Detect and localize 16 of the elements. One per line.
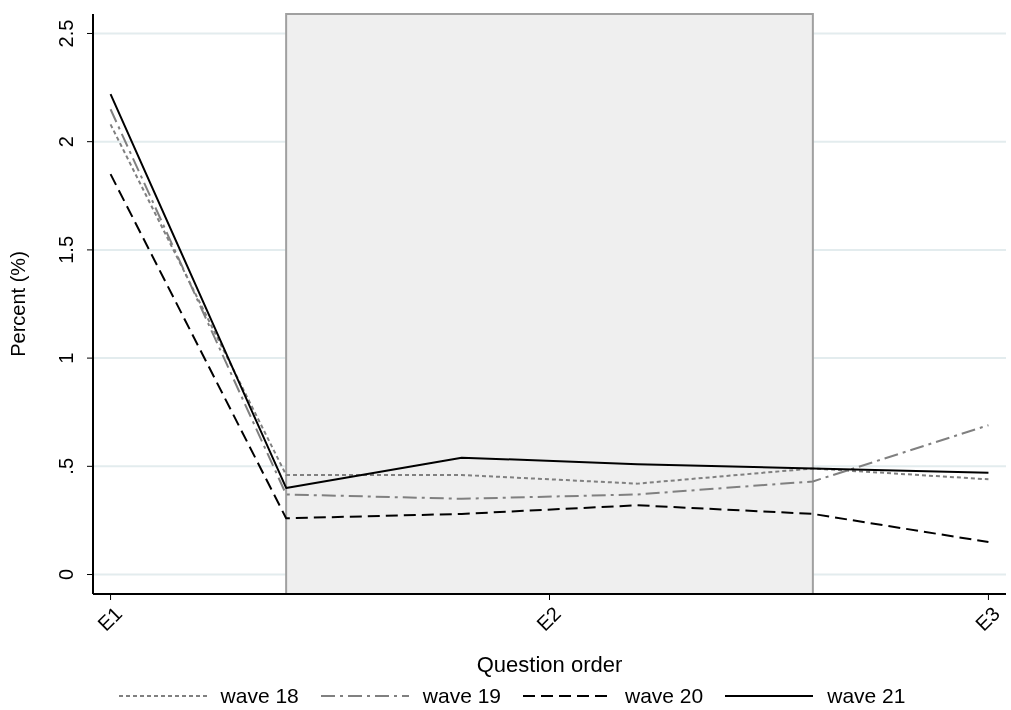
y-tick-label: 2 [55, 136, 77, 148]
y-tick-label: 1 [55, 352, 77, 364]
y-tick-label: .5 [55, 457, 77, 475]
y-tick-label: 1.5 [55, 235, 77, 264]
legend-label: wave 18 [220, 684, 299, 708]
y-tick-label: 0 [55, 568, 77, 581]
y-tick-label: 2.5 [55, 19, 77, 48]
x-tick-label: E3 [971, 602, 1004, 636]
x-axis-title: Question order [476, 652, 623, 677]
y-axis-title: Percent (%) [7, 251, 30, 357]
text: E2 [532, 602, 566, 636]
legend-label: wave 21 [827, 684, 906, 708]
legend-label: wave 19 [422, 684, 501, 708]
x-tick-label: E1 [93, 602, 127, 636]
line-series [109, 173, 990, 544]
legend-label: wave 20 [625, 684, 704, 708]
